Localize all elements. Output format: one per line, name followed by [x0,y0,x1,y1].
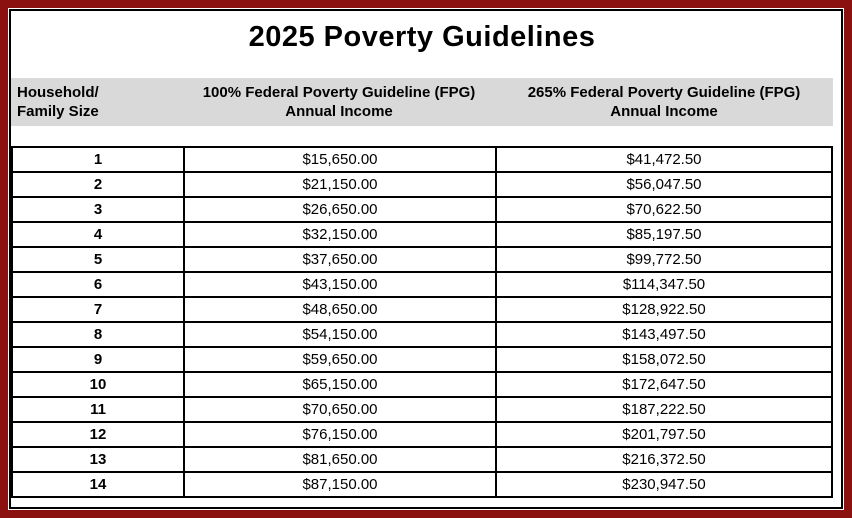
cell-family-size: 5 [11,246,185,273]
table-row: 11 $70,650.00 $187,222.50 [11,396,833,423]
cell-fpg265-income: $216,372.50 [495,446,833,473]
cell-fpg265-income: $85,197.50 [495,221,833,248]
table-row: 9 $59,650.00 $158,072.50 [11,346,833,373]
cell-fpg265-income: $41,472.50 [495,146,833,173]
table-row: 5 $37,650.00 $99,772.50 [11,246,833,273]
table-row: 13 $81,650.00 $216,372.50 [11,446,833,473]
cell-fpg100-income: $32,150.00 [183,221,497,248]
table-row: 3 $26,650.00 $70,622.50 [11,196,833,223]
cell-family-size: 1 [11,146,185,173]
header-household-line1: Household/ [17,84,99,101]
cell-family-size: 2 [11,171,185,198]
document-inner-frame: 2025 Poverty Guidelines Household/ Famil… [9,9,843,509]
cell-family-size: 9 [11,346,185,373]
header-fpg-100-line1: 100% Federal Poverty Guideline (FPG) [202,84,476,101]
page-title: 2025 Poverty Guidelines [248,21,596,53]
cell-family-size: 10 [11,371,185,398]
cell-fpg100-income: $81,650.00 [183,446,497,473]
table-row: 1 $15,650.00 $41,472.50 [11,146,833,173]
cell-fpg265-income: $187,222.50 [495,396,833,423]
cell-family-size: 6 [11,271,185,298]
cell-family-size: 4 [11,221,185,248]
cell-fpg265-income: $70,622.50 [495,196,833,223]
table-row: 4 $32,150.00 $85,197.50 [11,221,833,248]
cell-fpg265-income: $128,922.50 [495,296,833,323]
cell-fpg100-income: $21,150.00 [183,171,497,198]
cell-fpg100-income: $87,150.00 [183,471,497,498]
poverty-guidelines-table: 1 $15,650.00 $41,472.50 2 $21,150.00 $56,047.… [11,146,833,498]
cell-fpg100-income: $59,650.00 [183,346,497,373]
cell-family-size: 13 [11,446,185,473]
table-row: 2 $21,150.00 $56,047.50 [11,171,833,198]
cell-fpg100-income: $65,150.00 [183,371,497,398]
table-header-band: Household/ Family Size 100% Federal Pove… [11,78,833,126]
cell-family-size: 8 [11,321,185,348]
cell-family-size: 7 [11,296,185,323]
table-row: 7 $48,650.00 $128,922.50 [11,296,833,323]
table-row: 10 $65,150.00 $172,647.50 [11,371,833,398]
cell-family-size: 11 [11,396,185,423]
cell-fpg265-income: $143,497.50 [495,321,833,348]
cell-fpg100-income: $70,650.00 [183,396,497,423]
cell-fpg100-income: $26,650.00 [183,196,497,223]
header-household-family-size: Household/ Family Size [11,83,183,121]
cell-fpg265-income: $56,047.50 [495,171,833,198]
cell-family-size: 14 [11,471,185,498]
cell-fpg100-income: $43,150.00 [183,271,497,298]
header-fpg-265: 265% Federal Poverty Guideline (FPG) Ann… [495,83,833,121]
cell-fpg265-income: $99,772.50 [495,246,833,273]
header-fpg-265-line2: Annual Income [610,103,718,120]
header-fpg-265-line1: 265% Federal Poverty Guideline (FPG) [527,84,801,101]
cell-fpg265-income: $172,647.50 [495,371,833,398]
cell-fpg265-income: $201,797.50 [495,421,833,448]
cell-family-size: 3 [11,196,185,223]
header-fpg-100: 100% Federal Poverty Guideline (FPG) Ann… [183,83,495,121]
cell-fpg265-income: $114,347.50 [495,271,833,298]
cell-fpg100-income: $48,650.00 [183,296,497,323]
header-household-line2: Family Size [17,103,99,120]
table-row: 8 $54,150.00 $143,497.50 [11,321,833,348]
header-fpg-100-line2: Annual Income [285,103,393,120]
cell-fpg265-income: $158,072.50 [495,346,833,373]
table-row: 14 $87,150.00 $230,947.50 [11,471,833,498]
cell-fpg100-income: $76,150.00 [183,421,497,448]
cell-fpg100-income: $37,650.00 [183,246,497,273]
cell-family-size: 12 [11,421,185,448]
cell-fpg265-income: $230,947.50 [495,471,833,498]
cell-fpg100-income: $15,650.00 [183,146,497,173]
table-row: 12 $76,150.00 $201,797.50 [11,421,833,448]
table-row: 6 $43,150.00 $114,347.50 [11,271,833,298]
cell-fpg100-income: $54,150.00 [183,321,497,348]
